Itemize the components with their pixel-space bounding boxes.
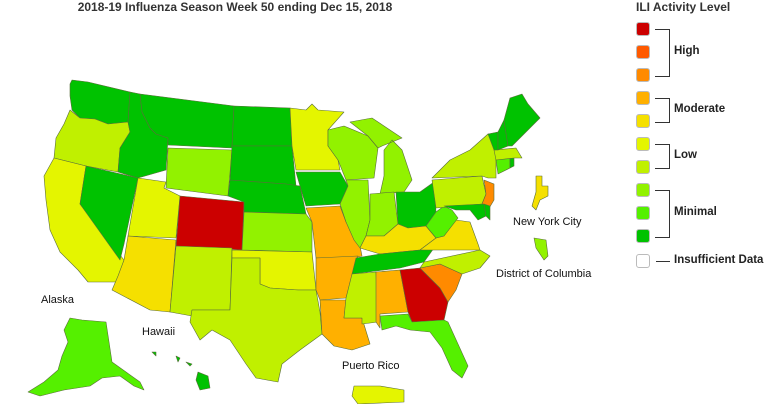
legend-label-low: Low xyxy=(674,148,697,161)
legend-title: ILI Activity Level xyxy=(636,0,731,14)
state-CT[interactable] xyxy=(495,157,511,175)
legend-swatch-level-10 xyxy=(636,22,650,36)
state-NYC[interactable] xyxy=(531,175,549,211)
legend-label-insufficient-data: Insufficient Data xyxy=(674,254,764,266)
legend-label-minimal: Minimal xyxy=(674,206,717,218)
state-WI[interactable] xyxy=(327,125,379,181)
puerto-rico-label: Puerto Rico xyxy=(342,360,400,372)
state-DC[interactable] xyxy=(533,237,549,261)
legend-swatch-insufficient xyxy=(636,254,650,268)
legend-swatch-level-4 xyxy=(636,160,650,174)
state-PR[interactable] xyxy=(351,385,405,404)
state-NY[interactable] xyxy=(431,133,497,179)
legend-swatch-level-7 xyxy=(636,91,650,105)
state-NC[interactable] xyxy=(419,249,491,275)
state-PA[interactable] xyxy=(431,175,487,209)
nyc-label: New York City xyxy=(513,216,582,228)
state-CO[interactable] xyxy=(175,195,245,251)
legend-swatch-level-1 xyxy=(636,229,650,243)
state-DE[interactable] xyxy=(483,203,491,221)
legend-bracket xyxy=(655,98,670,123)
legend-swatch-level-5 xyxy=(636,137,650,151)
state-NV[interactable] xyxy=(79,165,139,261)
state-WV[interactable] xyxy=(425,205,459,239)
state-AK[interactable] xyxy=(27,317,145,397)
legend-bracket xyxy=(655,190,670,238)
legend-bracket xyxy=(655,29,670,77)
state-TX[interactable] xyxy=(189,257,323,383)
legend-swatch-level-9 xyxy=(636,45,650,59)
state-NM[interactable] xyxy=(169,245,233,317)
legend-label-high: High xyxy=(674,45,700,57)
state-WY[interactable] xyxy=(165,147,233,197)
legend-swatch-level-3 xyxy=(636,183,650,197)
state-SD[interactable] xyxy=(229,145,297,187)
legend-swatch-level-6 xyxy=(636,114,650,128)
state-IA[interactable] xyxy=(295,171,349,207)
legend-dash xyxy=(656,261,670,262)
state-MO[interactable] xyxy=(305,205,363,259)
legend-swatch-level-8 xyxy=(636,68,650,82)
state-IL[interactable] xyxy=(339,179,371,249)
alaska-label: Alaska xyxy=(41,294,75,306)
state-HI[interactable] xyxy=(151,351,211,391)
dc-label: District of Columbia xyxy=(496,268,592,280)
state-ND[interactable] xyxy=(231,105,293,147)
legend-bracket xyxy=(655,144,670,169)
state-TN[interactable] xyxy=(351,247,435,275)
hawaii-label: Hawaii xyxy=(142,326,176,338)
state-KS[interactable] xyxy=(241,211,313,253)
us-ili-map xyxy=(27,79,549,404)
state-FL[interactable] xyxy=(379,313,469,379)
state-MI[interactable] xyxy=(349,117,413,195)
map-title: 2018-19 Influenza Season Week 50 ending … xyxy=(77,0,393,14)
legend-swatch-level-2 xyxy=(636,206,650,220)
state-ME[interactable] xyxy=(503,93,541,147)
legend-label-moderate: Moderate xyxy=(674,102,726,115)
state-MA[interactable] xyxy=(493,147,523,161)
state-RI[interactable] xyxy=(509,157,515,169)
state-AZ[interactable] xyxy=(111,235,177,313)
